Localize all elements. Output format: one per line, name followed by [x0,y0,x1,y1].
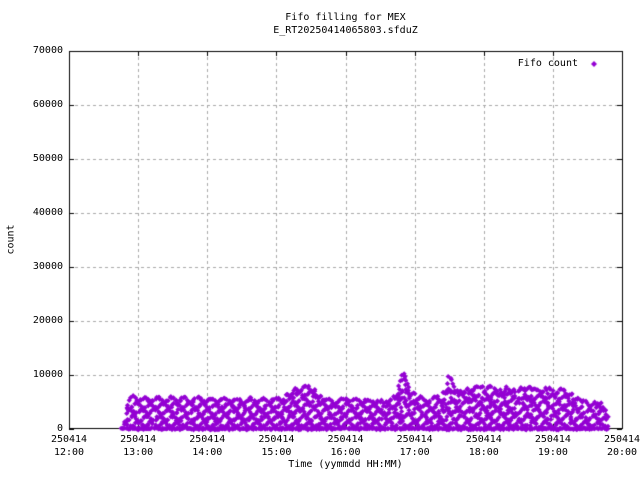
y-tick-label: 50000 [32,153,63,164]
x-tick-time: 19:00 [537,447,568,458]
legend-label: Fifo count [517,58,578,69]
y-axis-label: count [5,224,17,255]
y-tick-label: 60000 [32,99,63,110]
x-tick-date: 250414 [534,434,571,445]
x-tick-time: 15:00 [261,447,292,458]
x-tick-label: 250414 17:00 [379,433,451,459]
x-tick-time: 18:00 [468,447,499,458]
x-tick-time: 12:00 [53,447,85,458]
x-tick-label: 250414 13:00 [102,433,174,459]
x-tick-label: 250414 20:00 [586,433,640,459]
y-tick-label: 20000 [32,315,63,326]
x-tick-time: 20:00 [606,447,638,458]
x-tick-date: 250414 [120,434,157,445]
x-tick-label: 250414 14:00 [171,433,243,459]
x-tick-date: 250414 [465,434,502,445]
x-axis-label: Time (yymmdd HH:MM) [288,459,403,470]
y-tick-label: 30000 [32,261,63,272]
y-tick-label: 0 [56,423,63,434]
x-tick-date: 250414 [396,434,433,445]
y-tick-label: 10000 [32,369,63,380]
x-tick-date: 250414 [258,434,295,445]
x-tick-time: 14:00 [192,447,223,458]
x-tick-time: 13:00 [123,447,154,458]
chart-title: Fifo filling for MEX [285,12,406,23]
x-tick-label: 250414 19:00 [517,433,589,459]
y-tick-label: 40000 [32,207,63,218]
x-tick-label: 250414 15:00 [240,433,312,459]
x-tick-date: 250414 [603,434,640,445]
x-tick-time: 17:00 [399,447,430,458]
x-tick-label: 250414 18:00 [448,433,520,459]
x-tick-date: 250414 [189,434,226,445]
x-tick-time: 16:00 [330,447,361,458]
x-tick-label: 250414 16:00 [310,433,382,459]
x-tick-date: 250414 [327,434,364,445]
x-tick-date: 250414 [50,434,88,445]
x-tick-label: 250414 12:00 [33,433,105,459]
legend: Fifo count [418,58,578,69]
chart-subtitle: E_RT20250414065803.sfduZ [273,25,418,36]
y-tick-label: 70000 [32,45,63,56]
